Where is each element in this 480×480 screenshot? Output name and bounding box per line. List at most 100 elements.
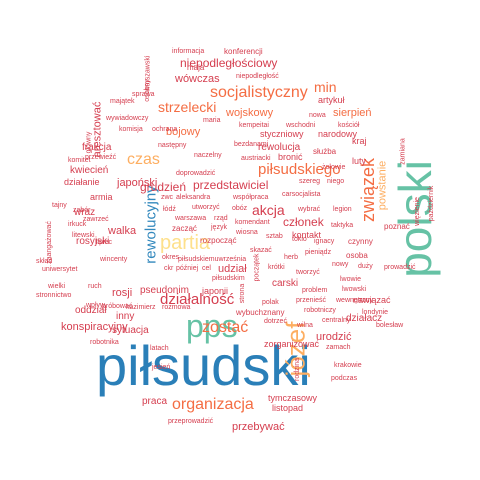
word: robotnika <box>90 339 119 346</box>
word: kontakt <box>292 230 322 240</box>
word: robotniczy <box>304 307 336 314</box>
word: próbować <box>102 303 133 310</box>
word: majątek <box>110 98 135 105</box>
word: bronić <box>278 152 303 162</box>
word: poznać <box>384 222 410 231</box>
word: uniwersytet <box>42 266 78 273</box>
word: krótki <box>268 264 285 271</box>
word: polak <box>262 299 279 306</box>
word: udział <box>218 263 247 275</box>
word: sierpień <box>333 107 372 119</box>
word: pseudonim <box>140 285 189 296</box>
word: wraz <box>74 207 96 218</box>
word: niepodległościowy <box>180 56 278 70</box>
word: ochrana <box>152 126 178 133</box>
word: austriacki <box>241 155 271 162</box>
word: centralny <box>322 317 351 324</box>
word: wybuchznany <box>236 308 285 317</box>
word: aleksandra <box>176 194 211 201</box>
word: działalność <box>160 291 235 308</box>
word: przeprowadzić <box>168 418 214 425</box>
word: bojowy <box>166 126 201 138</box>
word: rodzina <box>293 358 301 381</box>
word: krakowie <box>334 362 362 369</box>
word: współpraca <box>233 194 269 201</box>
word: japoński <box>117 177 158 189</box>
word: wewnętrzny <box>336 297 373 304</box>
word: oddział <box>75 305 107 316</box>
word: zawrzeć <box>83 216 109 223</box>
word: przewieźć <box>85 154 117 161</box>
word: wojskowy <box>226 107 274 119</box>
word: problem <box>302 287 328 294</box>
word: okres <box>162 254 180 261</box>
word: skazać <box>250 247 272 254</box>
word: praca <box>142 396 168 407</box>
word: wiosna <box>236 229 258 236</box>
word: rząd <box>214 215 228 222</box>
word: tokio <box>292 236 307 243</box>
word: konferencji <box>224 47 263 56</box>
word: komisja <box>119 126 143 133</box>
word: partia <box>160 232 211 254</box>
word: japonii <box>202 286 229 296</box>
word: sztab <box>266 233 283 240</box>
word: doprowadzić <box>176 170 216 177</box>
word: jesień <box>152 364 171 371</box>
word: członek <box>283 215 324 229</box>
word: żołowie <box>322 164 346 171</box>
word: związek <box>358 157 379 223</box>
word: kazimierz <box>126 304 156 311</box>
word: zostać <box>202 319 249 336</box>
word: sprawa <box>132 91 155 98</box>
word: inny <box>116 311 135 322</box>
word: piłsudskim <box>212 275 245 282</box>
word: powstanie <box>376 160 389 211</box>
word: min <box>314 79 337 95</box>
word: narodowy <box>318 129 358 139</box>
word: osoba <box>346 251 368 260</box>
word: kwiecień <box>70 165 109 176</box>
word: kraj <box>352 136 367 146</box>
word: carsocjalista <box>282 191 321 198</box>
word: kempeitai <box>239 122 269 129</box>
word: walka <box>108 225 137 237</box>
word: łódź <box>163 206 176 213</box>
word: niego <box>327 178 345 185</box>
word: luty <box>352 156 367 166</box>
word: rozpocząć <box>200 236 237 245</box>
word: artykuł <box>318 95 345 105</box>
word: przenieść <box>296 297 326 304</box>
word: rewolucyjny <box>142 185 160 264</box>
word: grudzień <box>140 180 187 194</box>
word: ruch <box>88 283 102 290</box>
word: ckr <box>164 265 174 272</box>
word: czynny <box>348 237 373 246</box>
word: lwowie <box>340 276 362 283</box>
word: pieniądz <box>305 249 332 256</box>
word: strona <box>239 283 247 304</box>
word: początek <box>253 253 261 282</box>
word: bezdanami <box>234 141 269 148</box>
word: piłsudski <box>96 334 311 397</box>
word: akcja <box>252 202 285 218</box>
word: armia <box>90 192 113 202</box>
word: wschodni <box>286 122 316 129</box>
word: obóz <box>232 205 248 212</box>
word: informacja <box>172 48 205 55</box>
word: wielki <box>48 283 66 290</box>
word: tymczasowy <box>268 393 318 403</box>
word: wybrać <box>298 206 321 213</box>
word: herb <box>284 254 299 261</box>
word: zamach <box>326 344 351 351</box>
word: wpływ <box>86 302 106 309</box>
word: następny <box>158 142 187 149</box>
word: wówczas <box>175 73 220 85</box>
word: carski <box>272 278 299 289</box>
word: sytuacja <box>112 325 149 336</box>
word: nawiązać <box>353 295 391 305</box>
word: strzelecki <box>158 99 217 115</box>
word: listopad <box>272 403 304 413</box>
word: ignacy <box>314 238 335 245</box>
